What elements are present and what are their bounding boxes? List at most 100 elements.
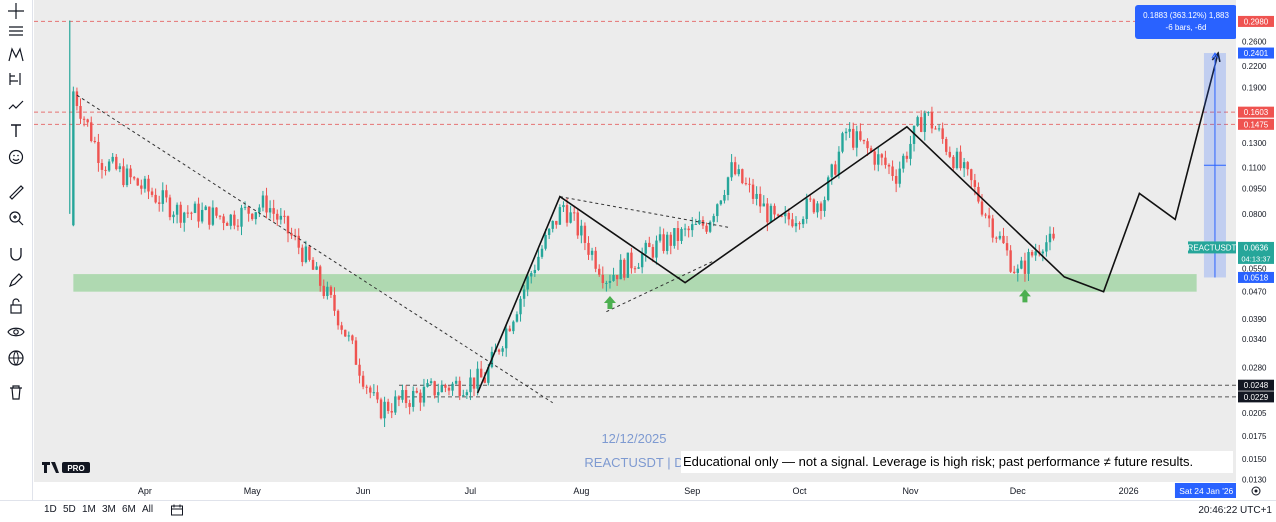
candle-body <box>837 151 841 175</box>
calendar-range-icon[interactable] <box>170 503 184 522</box>
candle <box>555 220 558 229</box>
candle <box>454 376 458 385</box>
price-label-0.0518: 0.0518 <box>1238 271 1274 283</box>
candle-body <box>129 168 132 178</box>
range-1d-button[interactable]: 1D <box>44 504 57 515</box>
candle <box>75 87 79 111</box>
candle <box>186 205 190 218</box>
range-5d-button[interactable]: 5D <box>63 504 76 515</box>
candle <box>311 257 315 270</box>
candle <box>630 247 633 274</box>
candle-body <box>834 164 837 175</box>
brush-icon[interactable] <box>4 94 28 116</box>
candle-body <box>773 205 776 215</box>
eye-icon[interactable] <box>4 321 28 343</box>
candle-body <box>769 205 773 223</box>
candle-body <box>261 195 265 208</box>
candle-body <box>290 233 293 236</box>
candle-body <box>530 273 533 277</box>
candle-body <box>186 212 190 214</box>
candle <box>376 385 379 404</box>
candle-body <box>193 203 197 213</box>
lock-icon[interactable] <box>4 295 28 317</box>
candle <box>1048 226 1052 251</box>
zoom-in-icon[interactable] <box>4 207 28 229</box>
range-1m-button[interactable]: 1M <box>82 504 96 515</box>
candle <box>336 309 340 330</box>
candle <box>930 106 934 134</box>
candle <box>852 122 855 151</box>
candle-body <box>605 282 608 284</box>
candle-body <box>440 385 444 393</box>
price-axis[interactable]: 0.26000.22000.19000.16000.13000.11000.09… <box>1236 0 1276 500</box>
candle <box>712 213 715 227</box>
candle-body <box>987 215 991 219</box>
candle-body <box>75 91 79 107</box>
candle <box>823 196 826 217</box>
range-6m-button[interactable]: 6M <box>122 504 136 515</box>
candle-body <box>215 207 218 216</box>
candle-body <box>354 340 358 365</box>
candle-body <box>594 250 597 269</box>
candle <box>90 116 93 143</box>
price-label-box <box>1238 15 1274 27</box>
candle-body <box>794 223 798 227</box>
candle-body <box>311 259 315 270</box>
candle <box>748 177 751 193</box>
candle <box>394 390 397 415</box>
candle <box>165 184 168 203</box>
magnet-icon[interactable] <box>4 243 28 265</box>
candle-body <box>419 392 422 403</box>
candle <box>272 199 275 222</box>
candle-body <box>927 112 930 114</box>
fib-icon[interactable] <box>4 68 28 90</box>
crosshair-icon[interactable] <box>4 0 28 22</box>
candle-body <box>344 329 347 337</box>
candle-body <box>680 228 683 241</box>
candle <box>505 324 508 357</box>
candle-body <box>286 216 290 234</box>
candle <box>916 115 919 127</box>
candle-body <box>694 223 698 225</box>
candle <box>501 346 504 357</box>
candle <box>437 383 440 403</box>
horizontal-lines-icon[interactable] <box>4 20 28 42</box>
candle <box>172 211 175 224</box>
price-label-0.0248: 0.0248 <box>1238 379 1274 391</box>
dashed-trendline-2 <box>606 260 714 313</box>
candle-body <box>97 141 100 163</box>
candle-body <box>991 218 994 238</box>
candle-body <box>283 215 286 217</box>
candle <box>759 186 762 213</box>
trash-icon[interactable] <box>4 381 28 403</box>
candle-body <box>469 377 472 393</box>
candle-body <box>372 392 376 394</box>
candle-body <box>955 151 959 169</box>
text-icon[interactable] <box>4 120 28 142</box>
candle-body <box>115 156 118 170</box>
globe-icon[interactable] <box>4 347 28 369</box>
candle <box>147 174 150 200</box>
dashed-trendline-1 <box>76 94 553 404</box>
candle <box>662 228 665 254</box>
emoji-icon[interactable] <box>4 146 28 168</box>
candle-body <box>526 276 529 290</box>
candle-body <box>637 267 640 269</box>
price-chart[interactable]: 0.1883 (363.12%) 1,883 -6 bars, -6d REACTU… <box>34 0 1236 500</box>
lock-pencil-icon[interactable] <box>4 269 28 291</box>
ruler-icon[interactable] <box>4 181 28 203</box>
candle-body <box>776 214 780 216</box>
pattern-icon[interactable] <box>4 44 28 66</box>
range-all-button[interactable]: All <box>142 504 154 515</box>
price-tick-0.0150: 0.0150 <box>1242 455 1267 464</box>
candle <box>193 201 197 214</box>
candle <box>104 166 107 176</box>
candle <box>648 236 651 248</box>
candle <box>136 177 139 186</box>
candle <box>122 158 125 188</box>
candle-body <box>898 168 901 184</box>
chart-area[interactable]: 0.1883 (363.12%) 1,883 -6 bars, -6d REACTU… <box>34 0 1236 500</box>
range-3m-button[interactable]: 3M <box>102 504 116 515</box>
candle-body <box>361 375 365 387</box>
candle-body <box>683 228 687 230</box>
